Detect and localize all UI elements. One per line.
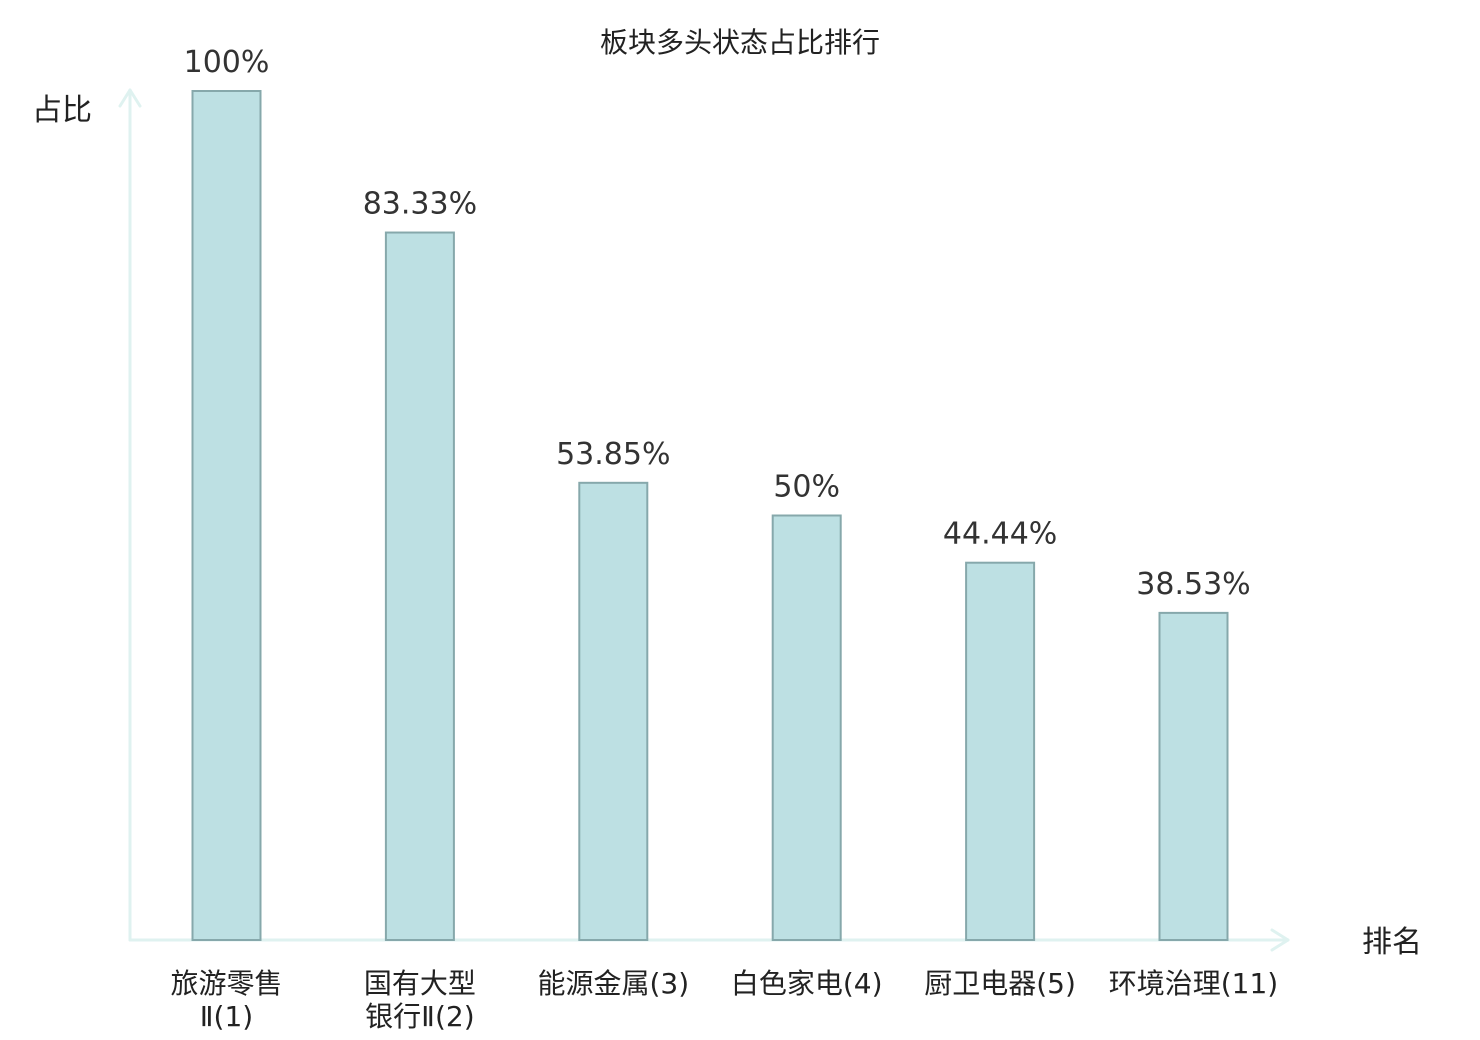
x-tick-label-line: 能源金属(3) [537, 967, 689, 1000]
bar [771, 514, 842, 941]
x-tick-label-line: 环境治理(11) [1109, 967, 1278, 1000]
data-label: 44.44% [943, 517, 1057, 552]
x-tick-label-line: 白色家电(4) [731, 967, 883, 1000]
bar [191, 90, 262, 941]
data-label: 38.53% [1136, 567, 1250, 602]
x-tick-label: 白色家电(4) [731, 967, 883, 1000]
x-tick-label: 旅游零售 Ⅱ(1) [170, 967, 282, 1033]
category-labels: 旅游零售 Ⅱ(1) 国有大型银行Ⅱ(2) 能源金属(3) 白色家电(4) 厨卫电器(5) 环… [170, 967, 1278, 1033]
x-tick-label: 能源金属(3) [537, 967, 689, 1000]
bar [965, 561, 1036, 941]
data-label: 83.33% [363, 187, 477, 222]
bar [384, 231, 455, 941]
axes [118, 88, 1290, 952]
x-axis-arrow [1270, 928, 1290, 952]
value-labels: 100% 83.33% 53.85% 50% 44.44% 38.53% [184, 45, 1251, 602]
x-tick-label: 厨卫电器(5) [924, 967, 1076, 1000]
y-axis-arrow [118, 88, 142, 108]
data-label: 53.85% [556, 437, 670, 472]
chart-title: 板块多头状态占比排行 [600, 26, 880, 59]
y-axis-label: 占比 [32, 93, 92, 128]
x-tick-label: 国有大型银行Ⅱ(2) [364, 967, 476, 1033]
bar [1158, 611, 1229, 941]
x-tick-label-line: 厨卫电器(5) [924, 967, 1076, 1000]
x-axis-label: 排名 [1362, 925, 1422, 960]
x-tick-label-line: Ⅱ(1) [200, 1000, 253, 1033]
data-label: 50% [773, 470, 840, 505]
bars [191, 90, 1229, 941]
x-tick-label: 环境治理(11) [1109, 967, 1278, 1000]
bar [578, 481, 649, 941]
x-tick-label-line: 旅游零售 [170, 967, 282, 1000]
data-label: 100% [184, 45, 270, 80]
x-tick-label-line: 银行Ⅱ(2) [365, 1000, 474, 1033]
x-tick-label-line: 国有大型 [364, 967, 476, 1000]
